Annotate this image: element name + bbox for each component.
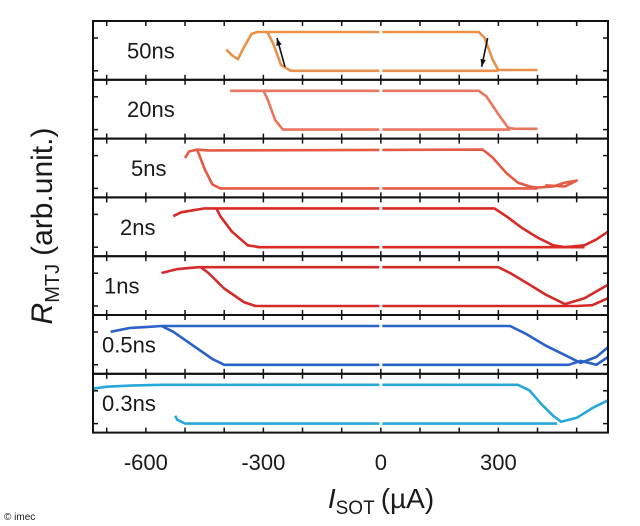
panel-1ns: 1ns: [92, 255, 609, 317]
curve-lower-5ns: [195, 149, 538, 190]
x-tick-labels: -600 -300 0 300: [124, 450, 517, 475]
panel-0.3ns: 0.3ns: [92, 372, 609, 434]
panel-label: 2ns: [120, 215, 155, 240]
curve-lower-0.5ns: [160, 324, 609, 367]
panel-label: 20ns: [127, 97, 175, 122]
curve-lower-0.3ns: [174, 415, 558, 425]
panel-50ns: 50ns: [92, 20, 609, 81]
panel-label: 1ns: [104, 274, 139, 299]
curve-upper-50ns: [225, 30, 538, 72]
y-axis-subscript: MTJ: [42, 264, 64, 303]
panels: 50ns 20ns 5ns 2ns 1ns 0.5ns 0.3ns: [92, 20, 609, 434]
y-axis-unit: (arb.unit.): [26, 128, 59, 256]
x-tick-label: 0: [375, 450, 387, 475]
curve-upper-0.5ns: [110, 324, 609, 365]
panel-20ns: 20ns: [92, 78, 609, 140]
curve-upper-2ns: [172, 207, 609, 249]
curve-lower-1ns: [199, 266, 609, 308]
x-axis-subscript: SOT: [336, 498, 375, 519]
curve-upper-1ns: [161, 265, 609, 306]
curve-lower-2ns: [215, 207, 585, 249]
x-tick-label: -300: [241, 450, 285, 475]
panel-0.5ns: 0.5ns: [92, 314, 609, 375]
x-axis-symbol: I: [328, 483, 336, 514]
panel-label: 50ns: [127, 38, 175, 63]
y-axis-label: RMTJ (arb.unit.): [26, 128, 64, 325]
curve-upper-20ns: [230, 89, 538, 131]
panel-frame: [92, 372, 609, 434]
curve-upper-0.3ns: [92, 383, 609, 423]
x-tick-label: -600: [124, 450, 168, 475]
curve-lower-20ns: [262, 90, 511, 131]
arrow-head-down: [480, 58, 486, 67]
panel-label: 5ns: [131, 156, 166, 181]
x-tick-label: 300: [480, 450, 517, 475]
x-axis-unit: (µA): [381, 483, 434, 514]
x-axis-label: ISOT (µA): [328, 483, 434, 519]
y-axis-symbol: R: [26, 303, 59, 325]
copyright: © imec: [4, 512, 35, 523]
curve-upper-5ns: [183, 148, 578, 189]
panel-2ns: 2ns: [92, 196, 609, 258]
arrow-head-up: [276, 38, 282, 46]
panel-label: 0.5ns: [102, 332, 156, 357]
curve-lower-50ns: [266, 31, 499, 73]
panel-label: 0.3ns: [102, 391, 156, 416]
panel-5ns: 5ns: [92, 137, 609, 199]
